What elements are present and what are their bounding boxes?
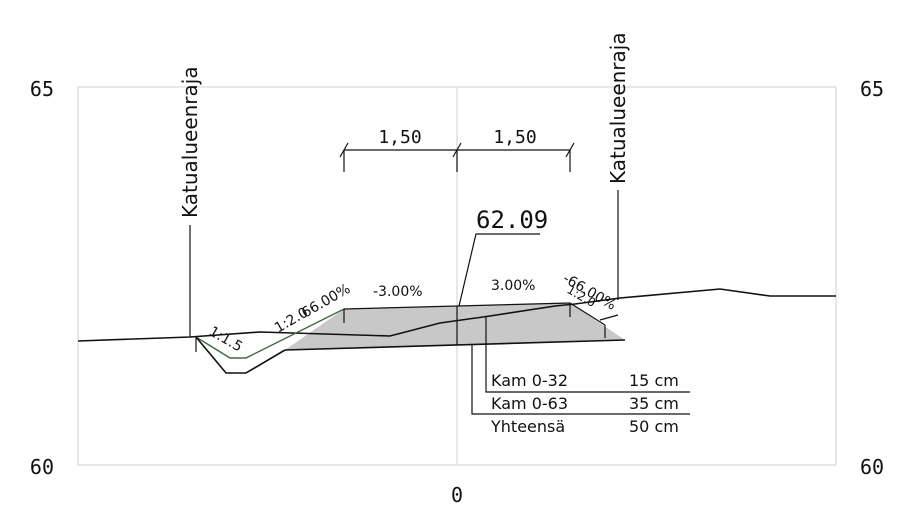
dimension-tick-right [565, 142, 575, 158]
layer-total-thickness: 50 cm [629, 417, 679, 436]
layer-leader-1 [485, 316, 690, 393]
right-side-slope [569, 302, 606, 326]
layer-1-thickness: 15 cm [629, 371, 679, 390]
layer-total-name: Yhteensä [490, 417, 565, 436]
right-boundary-label: Katualueenraja [606, 32, 630, 184]
left-ditch-design-line [195, 308, 345, 359]
dimension-left-label: 1,50 [378, 127, 421, 148]
existing-ground-line [77, 288, 836, 342]
layer-2-thickness: 35 cm [629, 394, 679, 413]
subgrade-bottom [284, 339, 626, 351]
left-ditch-subgrade-line [195, 336, 286, 374]
pavement-structure-fill [285, 303, 625, 350]
y-label-top-right: 65 [860, 77, 884, 101]
dimension-tick-center [452, 142, 462, 158]
layer-leader-2 [471, 345, 690, 415]
y-label-top-left: 65 [30, 77, 54, 101]
left-lane-slope: -3.00% [373, 284, 423, 300]
y-label-bottom-right: 60 [860, 455, 884, 479]
elevation-label: 62.09 [476, 206, 548, 234]
layer-2-name: Kam 0-63 [491, 394, 568, 413]
dimension-right-label: 1,50 [493, 127, 536, 148]
x-label-center: 0 [451, 483, 463, 507]
dimension-tick-left [339, 142, 349, 158]
left-boundary-label: Katualueenraja [178, 66, 202, 218]
y-label-bottom-left: 60 [30, 455, 54, 479]
right-lane-slope: 3.00% [491, 278, 535, 294]
left-ditch-slope: 1:1.5 [206, 324, 245, 356]
layer-1-name: Kam 0-32 [491, 371, 568, 390]
elevation-leader [458, 233, 540, 307]
right-slope-tick [599, 314, 619, 321]
